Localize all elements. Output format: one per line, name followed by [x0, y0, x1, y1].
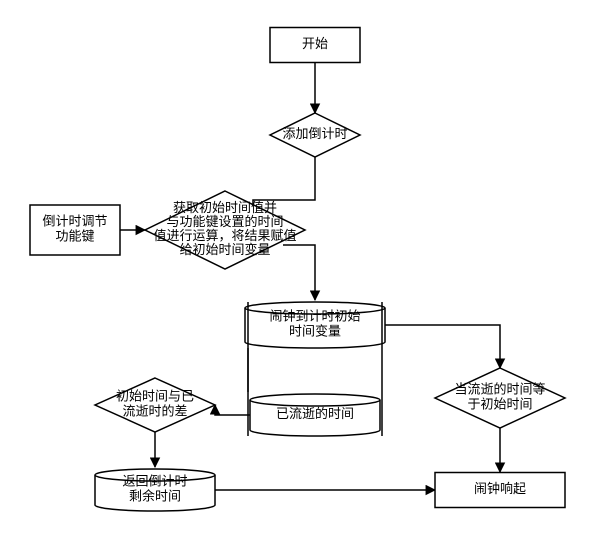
svg-text:开始: 开始 — [302, 36, 328, 51]
svg-text:已流逝的时间: 已流逝的时间 — [276, 406, 354, 421]
svg-text:获取初始时间值并与功能键设置的时间值进行运算，将结果赋值给初: 获取初始时间值并与功能键设置的时间值进行运算，将结果赋值给初始时间变量 — [153, 200, 296, 257]
svg-text:闹钟响起: 闹钟响起 — [474, 481, 526, 496]
svg-text:当流逝的时间等于初始时间: 当流逝的时间等于初始时间 — [454, 381, 545, 411]
svg-text:添加倒计时: 添加倒计时 — [282, 126, 347, 141]
svg-text:初始时间与已流逝时的差: 初始时间与已流逝时的差 — [116, 388, 194, 418]
svg-text:返回倒计时剩余时间: 返回倒计时剩余时间 — [122, 473, 187, 503]
